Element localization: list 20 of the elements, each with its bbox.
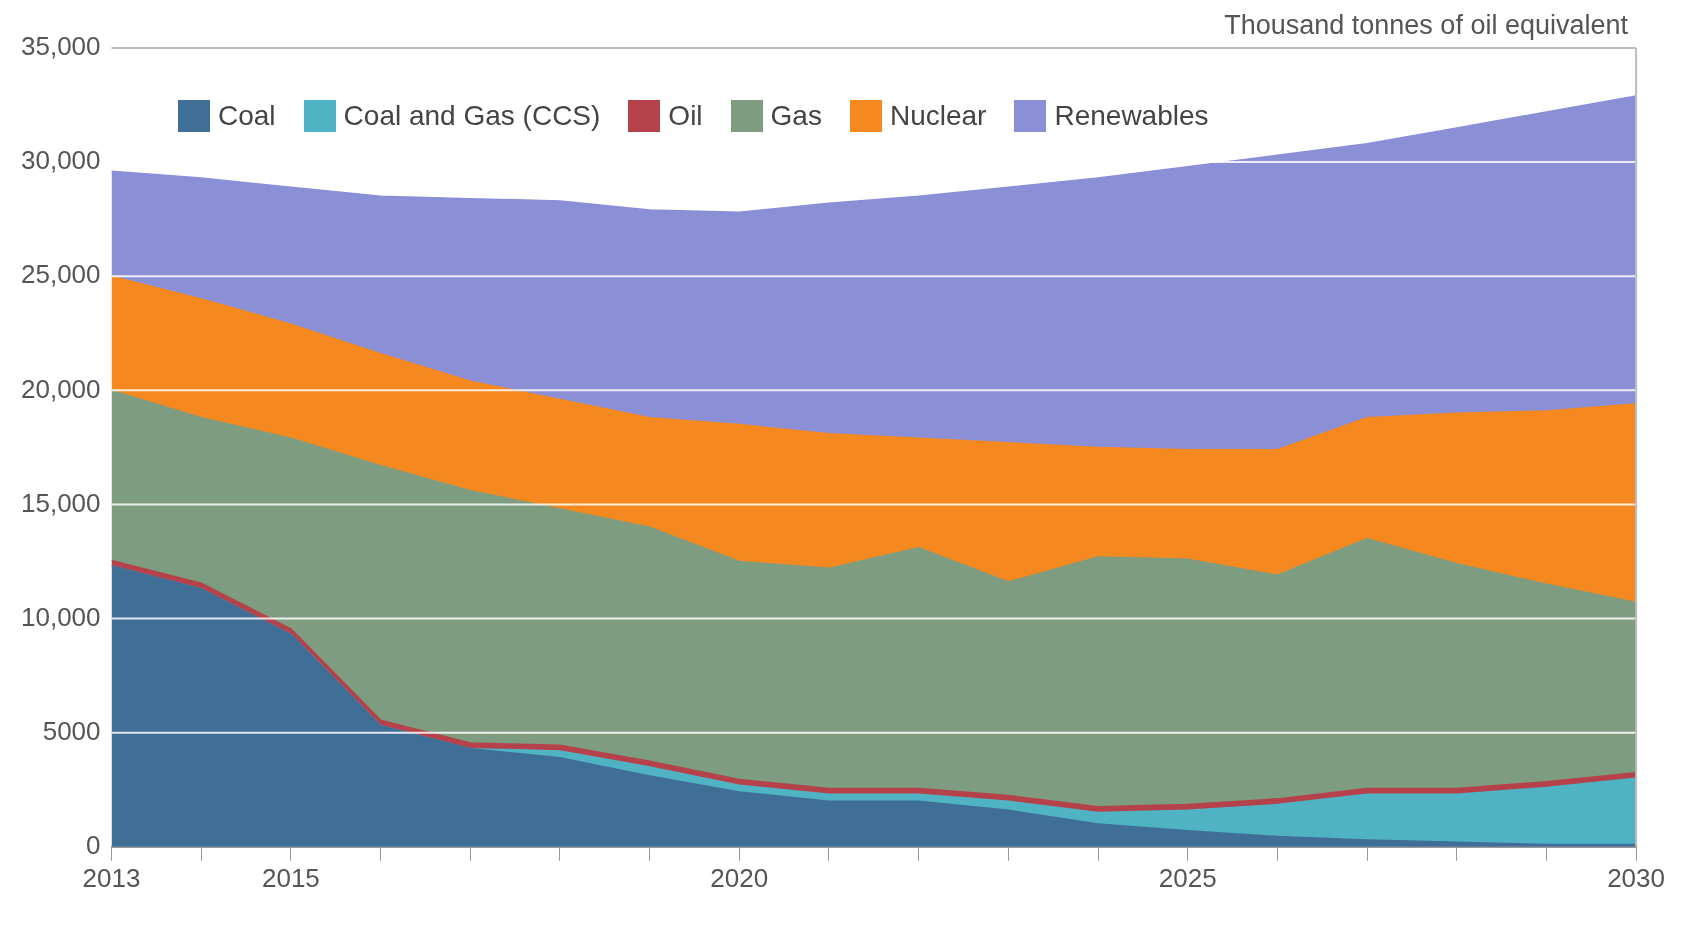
legend-label: Nuclear	[889, 100, 987, 132]
x-tick-label: 2013	[82, 862, 141, 893]
x-tick-label: 2030	[1607, 862, 1665, 893]
legend-label: Oil	[668, 100, 703, 132]
y-axis-title: Thousand tonnes of oil equivalent	[1224, 10, 1628, 41]
legend-label: Gas	[770, 100, 822, 132]
y-tick-label: 35,000	[20, 31, 101, 62]
x-tick-label: 2025	[1158, 862, 1217, 893]
legend-label: Coal	[218, 100, 276, 132]
y-tick-label: 30,000	[20, 145, 101, 176]
y-tick-label: 0	[86, 829, 101, 860]
y-tick-label: 10,000	[20, 601, 101, 632]
x-tick-label: 2020	[710, 862, 769, 893]
y-tick-label: 15,000	[20, 487, 101, 518]
legend-label: Coal and Gas (CCS)	[343, 100, 601, 132]
y-tick-label: 5000	[42, 715, 101, 746]
y-tick-label: 20,000	[20, 373, 101, 404]
y-tick-label: 25,000	[20, 259, 101, 290]
legend-label: Renewables	[1054, 100, 1209, 132]
x-tick-label: 2015	[261, 862, 320, 893]
